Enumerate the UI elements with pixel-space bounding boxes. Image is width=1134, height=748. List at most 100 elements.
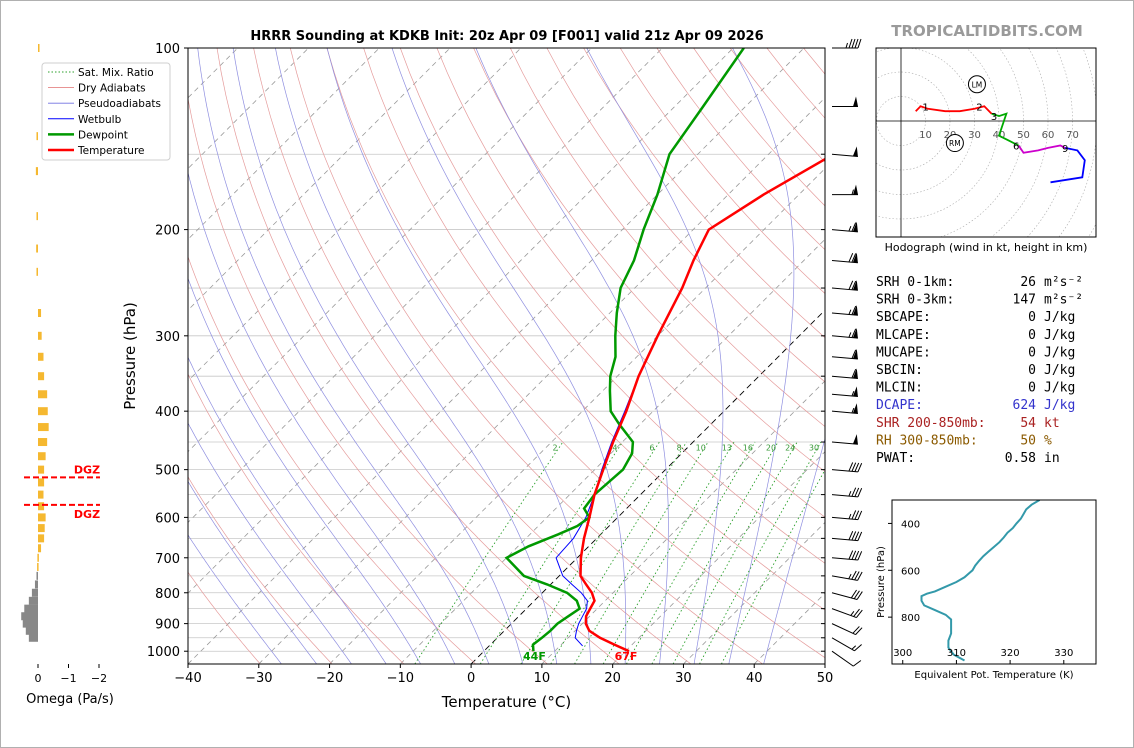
x-tick-label: −30 (245, 671, 272, 686)
dry-adiabat (253, 48, 692, 664)
barb-half (848, 309, 852, 315)
omega-bar (38, 423, 49, 432)
x-tick-label: −20 (316, 671, 343, 686)
barb-full (848, 253, 854, 263)
index-value: 26 (1020, 275, 1036, 290)
omega-bar (38, 490, 44, 499)
hodograph-caption: Hodograph (wind in kt, height in km) (885, 241, 1088, 254)
theta-x-tick-label: 310 (947, 648, 966, 659)
wind-barb (831, 637, 862, 652)
y-tick-label: 600 (155, 511, 180, 526)
wind-barb (831, 368, 858, 379)
omega-axis-label: Omega (Pa/s) (26, 692, 114, 707)
index-unit: m²s⁻² (1044, 275, 1083, 290)
barb-full (854, 644, 862, 652)
barb-staff (831, 335, 858, 339)
index-unit: J/kg (1044, 363, 1075, 378)
watermark: TROPICALTIDBITS.COM (891, 22, 1083, 40)
barb-full (857, 510, 863, 520)
omega-bar (38, 390, 48, 399)
barb-full (856, 591, 863, 600)
theta-y-tick-label: 800 (901, 613, 920, 624)
barb-full (851, 222, 857, 232)
isotherm-line (188, 48, 522, 382)
barb-half (848, 226, 852, 232)
isotherm-line (188, 48, 734, 594)
barb-staff (831, 287, 858, 291)
mixing-ratio-line (414, 441, 564, 664)
mixing-ratio-line (602, 441, 735, 664)
mixing-ratio-line (699, 441, 822, 664)
pseudoadiabat (232, 48, 524, 664)
wind-barb (831, 146, 858, 157)
y-tick-label: 100 (155, 42, 180, 57)
index-value: 0 (1028, 381, 1036, 396)
omega-bar (38, 478, 45, 487)
index-value: 50 (1020, 433, 1036, 448)
barb-full (851, 570, 857, 580)
theta-e-line (920, 500, 1041, 662)
pseudoadiabat (586, 48, 724, 664)
hodograph-segment (991, 112, 1020, 147)
barb-half (848, 332, 852, 338)
barb-half (848, 513, 852, 520)
dry-adiabat (188, 97, 548, 664)
y-axis-label: Pressure (hPa) (121, 302, 139, 410)
dry-adiabat (289, 48, 763, 664)
y-tick-label: 700 (155, 552, 180, 567)
lm-marker-label: LM (972, 80, 983, 89)
index-unit: kt (1044, 416, 1060, 431)
omega-bar (36, 267, 38, 276)
theta-e-plot (920, 500, 1041, 662)
barb-full (853, 590, 860, 599)
pseudoadiabat (188, 422, 352, 664)
ring-label: 60 (1042, 130, 1055, 141)
index-label: SBCAPE: (876, 310, 931, 325)
barb-flag (852, 403, 858, 414)
dry-adiabat (188, 476, 333, 664)
omega-bar (24, 604, 38, 613)
barb-full (851, 328, 857, 338)
barb-full (857, 531, 863, 541)
x-tick-label: 30 (675, 671, 692, 686)
isotherm-line (329, 167, 825, 664)
isotherm-line (612, 451, 825, 664)
x-tick-label: 40 (746, 671, 763, 686)
omega-bar (25, 626, 38, 635)
barb-half (851, 645, 857, 650)
index-value: 0 (1028, 345, 1036, 360)
barb-flag (852, 386, 858, 397)
omega-tick-label: 0 (35, 672, 42, 685)
barb-full (848, 530, 854, 541)
index-unit: J/kg (1044, 381, 1075, 396)
dry-adiabat (363, 48, 825, 611)
barb-full (850, 589, 857, 599)
barb-full (854, 38, 859, 49)
omega-bar (38, 513, 46, 522)
dry-adiabat (399, 48, 825, 564)
theta-x-tick-label: 330 (1054, 648, 1073, 659)
skewt-axes: −40 −30 −20 −10 0 10 20 30 40 50 100 200 300 400 500 60… (121, 42, 833, 711)
barb-full (848, 462, 854, 472)
mixing-ratio-line (626, 441, 756, 664)
barb-staff (831, 516, 858, 521)
hodograph-segment (1017, 144, 1066, 154)
x-tick-label: 10 (534, 671, 551, 686)
y-tick-label: 900 (155, 618, 180, 633)
omega-bar (28, 596, 38, 605)
isotherm-line (188, 48, 663, 524)
index-unit: J/kg (1044, 345, 1075, 360)
barb-staff (831, 637, 855, 652)
height-label: 1 (922, 102, 928, 113)
pseudoadiabat (728, 48, 795, 664)
dry-adiabat (436, 48, 825, 518)
pseudoadiabat (326, 48, 592, 664)
barb-full (854, 531, 860, 541)
barb-full (857, 462, 863, 473)
barb-full (851, 369, 857, 379)
skewt-profiles: 44F 67F (504, 48, 825, 663)
omega-bar (22, 619, 38, 628)
dry-adiabat (583, 48, 825, 339)
lm-marker (967, 75, 986, 94)
mixing-ratio-label: 2 (552, 444, 557, 453)
